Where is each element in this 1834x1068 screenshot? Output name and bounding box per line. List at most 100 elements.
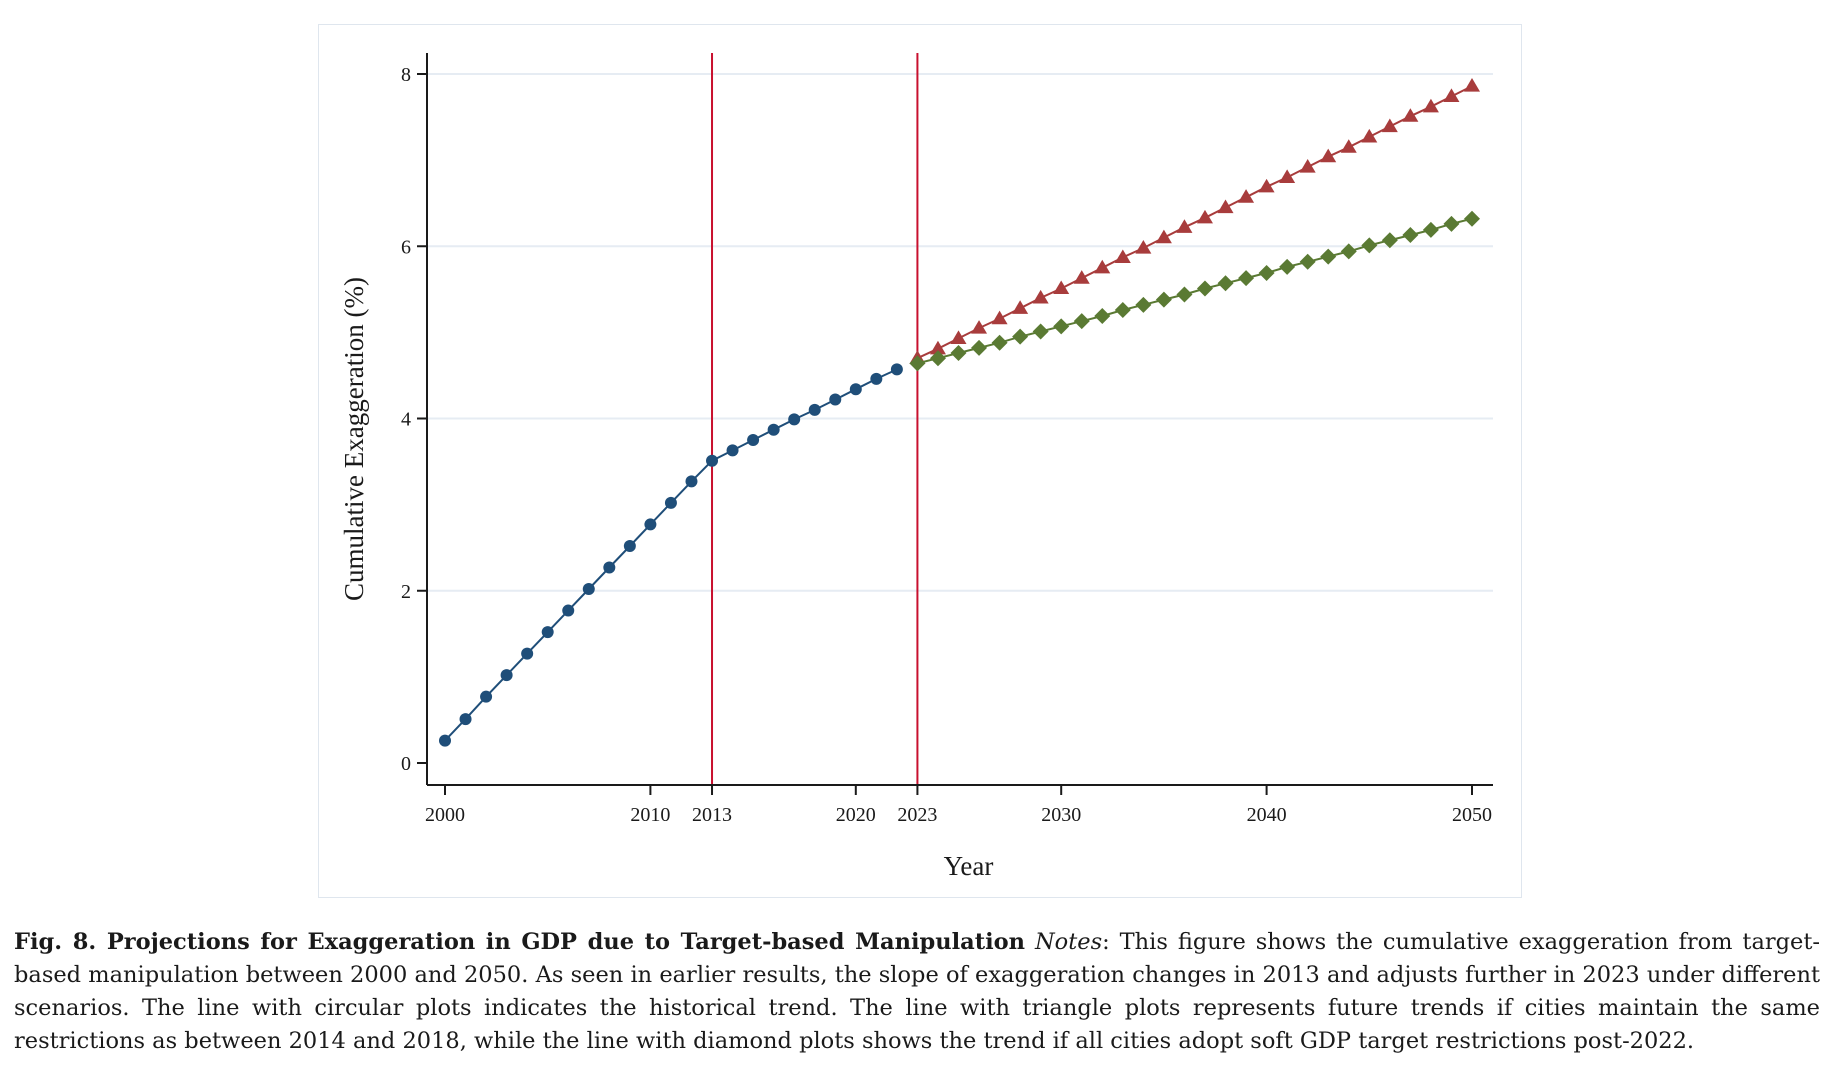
circle-marker-2012: [685, 475, 698, 488]
x-tick-label-2010: 2010: [630, 804, 670, 826]
triangle-marker-2039: [1238, 189, 1255, 203]
series-circle-line: [444, 368, 898, 742]
y-axis-title: Cumulative Exaggeration (%): [339, 277, 369, 601]
triangle-marker-2045: [1361, 128, 1378, 143]
x-axis-title: Year: [944, 851, 994, 881]
triangle-marker-2046: [1381, 118, 1398, 133]
x-tick-label-2030: 2030: [1041, 804, 1081, 826]
x-tick-label-2013: 2013: [692, 804, 732, 826]
diamond-marker-2040: [1258, 264, 1275, 281]
triangle-marker-2025: [950, 330, 967, 345]
circle-marker-2008: [603, 561, 616, 574]
circle-marker-2006: [562, 604, 575, 617]
triangle-marker-2040: [1258, 178, 1275, 193]
circle-marker-2020: [849, 383, 862, 396]
y-tick-label-6: 6: [401, 236, 411, 258]
x-tick-label-2050: 2050: [1452, 804, 1492, 826]
circle-marker-2021: [870, 372, 883, 385]
diamond-marker-2034: [1135, 296, 1152, 313]
triangle-marker-2047: [1402, 108, 1419, 122]
triangle-marker-2049: [1443, 88, 1460, 102]
circle-marker-2001: [459, 713, 472, 726]
circle-marker-2015: [747, 434, 760, 447]
circle-marker-2011: [664, 496, 677, 509]
figure-panel: 0 2 4 6 8 2000 2010 2013 2020 2023 2030 2040 2050 Cu…: [318, 24, 1522, 898]
diamond-marker-2048: [1422, 221, 1439, 238]
x-tick-label-2040: 2040: [1247, 804, 1287, 826]
diamond-marker-2037: [1196, 280, 1213, 297]
circle-marker-2019: [829, 393, 842, 406]
diamond-marker-2029: [1032, 323, 1049, 340]
circle-marker-2018: [808, 403, 821, 416]
circle-marker-2014: [726, 444, 739, 457]
diamond-marker-2039: [1238, 270, 1255, 287]
diamond-marker-2044: [1340, 243, 1357, 260]
circle-marker-2022: [890, 363, 903, 376]
triangle-marker-2033: [1114, 249, 1131, 264]
circle-marker-2009: [623, 539, 636, 552]
grid-lines: [427, 73, 1493, 592]
x-tick-label-2023: 2023: [897, 804, 937, 826]
diamond-marker-2045: [1361, 237, 1378, 254]
triangle-marker-2037: [1196, 209, 1213, 224]
diamond-marker-2030: [1053, 318, 1070, 335]
triangle-marker-2027: [991, 310, 1008, 325]
triangle-marker-2041: [1279, 169, 1296, 183]
diamond-marker-2035: [1155, 291, 1172, 308]
x-tick-label-2000: 2000: [425, 804, 465, 826]
diamond-marker-2027: [991, 334, 1008, 351]
figure-caption: Fig. 8. Projections for Exaggeration in …: [14, 926, 1820, 1058]
y-tick-label-2: 2: [401, 581, 411, 603]
diamond-marker-2049: [1443, 215, 1460, 232]
triangle-marker-2028: [1012, 300, 1029, 314]
diamond-marker-2046: [1381, 232, 1398, 249]
series-triangle-line: [916, 85, 1473, 360]
triangle-marker-2029: [1032, 289, 1049, 304]
circle-marker-2017: [788, 413, 801, 426]
diamond-marker-2025: [950, 345, 967, 362]
axes: 0 2 4 6 8 2000 2010 2013 2020 2023 2030 2040 2050: [401, 53, 1493, 826]
triangle-marker-2026: [971, 320, 988, 334]
diamond-marker-2047: [1402, 227, 1419, 244]
triangle-marker-2043: [1320, 148, 1337, 163]
circle-marker-2007: [582, 583, 595, 596]
circle-marker-2002: [480, 690, 493, 703]
triangle-marker-2030: [1053, 280, 1070, 295]
data-series: [439, 78, 1480, 747]
triangle-marker-2032: [1094, 259, 1111, 274]
triangle-marker-2048: [1422, 98, 1439, 113]
diamond-marker-2033: [1114, 301, 1131, 318]
y-tick-label-4: 4: [401, 409, 411, 431]
triangle-marker-2044: [1340, 139, 1357, 153]
circle-marker-2000: [439, 734, 451, 747]
x-tick-label-2020: 2020: [836, 804, 876, 826]
series-diamond-line: [917, 217, 1473, 365]
circle-marker-2003: [500, 669, 513, 682]
vertical-reference-lines: [711, 53, 919, 785]
diamond-marker-2043: [1320, 248, 1337, 265]
triangle-marker-2024: [929, 340, 946, 355]
circle-marker-2010: [644, 518, 657, 531]
triangle-marker-2035: [1155, 229, 1172, 244]
circle-marker-2004: [521, 647, 534, 660]
circle-marker-2005: [541, 626, 554, 639]
diamond-marker-2031: [1073, 313, 1090, 330]
triangle-marker-2042: [1299, 159, 1316, 173]
triangle-marker-2034: [1135, 239, 1152, 254]
diamond-marker-2032: [1094, 308, 1111, 325]
triangle-marker-2050: [1464, 78, 1480, 92]
diamond-marker-2050: [1464, 210, 1480, 227]
diamond-marker-2026: [971, 339, 988, 356]
diamond-marker-2042: [1299, 253, 1316, 270]
y-tick-label-0: 0: [401, 753, 411, 775]
caption-label: Fig. 8. Projections for Exaggeration in …: [14, 929, 1026, 955]
circle-marker-2013: [706, 454, 719, 467]
diamond-marker-2041: [1279, 258, 1296, 275]
diamond-marker-2023: [909, 355, 926, 372]
circle-marker-2016: [767, 423, 780, 436]
triangle-marker-2031: [1073, 270, 1090, 284]
diamond-marker-2024: [929, 350, 946, 367]
diamond-marker-2038: [1217, 275, 1234, 292]
caption-notes-label: Notes: [1034, 929, 1103, 955]
y-tick-label-8: 8: [401, 64, 411, 86]
